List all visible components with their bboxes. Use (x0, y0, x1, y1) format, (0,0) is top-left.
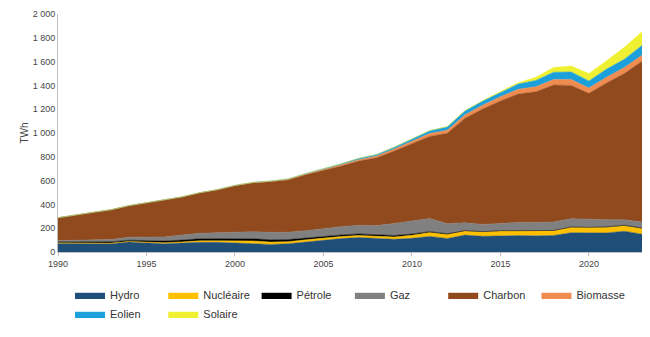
svg-text:200: 200 (40, 223, 55, 233)
svg-text:1 400: 1 400 (33, 81, 56, 91)
svg-text:Gaz: Gaz (390, 289, 410, 301)
svg-text:2015: 2015 (490, 259, 510, 269)
svg-text:Pétrole: Pétrole (297, 289, 332, 301)
svg-text:1 600: 1 600 (33, 57, 56, 67)
svg-text:Hydro: Hydro (110, 289, 139, 301)
svg-text:Biomasse: Biomasse (576, 289, 624, 301)
svg-text:Eolien: Eolien (110, 308, 141, 320)
svg-text:Solaire: Solaire (203, 308, 237, 320)
svg-text:1990: 1990 (48, 259, 68, 269)
svg-text:2010: 2010 (402, 259, 422, 269)
svg-text:2 000: 2 000 (33, 9, 56, 19)
svg-text:TWh: TWh (19, 122, 30, 143)
svg-text:1 800: 1 800 (33, 33, 56, 43)
svg-text:0: 0 (50, 247, 55, 257)
svg-text:2000: 2000 (225, 259, 245, 269)
svg-text:2005: 2005 (313, 259, 333, 269)
svg-text:2020: 2020 (579, 259, 599, 269)
svg-text:1 200: 1 200 (33, 104, 56, 114)
svg-text:600: 600 (40, 176, 55, 186)
svg-text:Nucléaire: Nucléaire (203, 289, 249, 301)
svg-text:400: 400 (40, 200, 55, 210)
svg-text:800: 800 (40, 152, 55, 162)
svg-text:1 000: 1 000 (33, 128, 56, 138)
svg-text:1995: 1995 (136, 259, 156, 269)
svg-text:Charbon: Charbon (483, 289, 525, 301)
